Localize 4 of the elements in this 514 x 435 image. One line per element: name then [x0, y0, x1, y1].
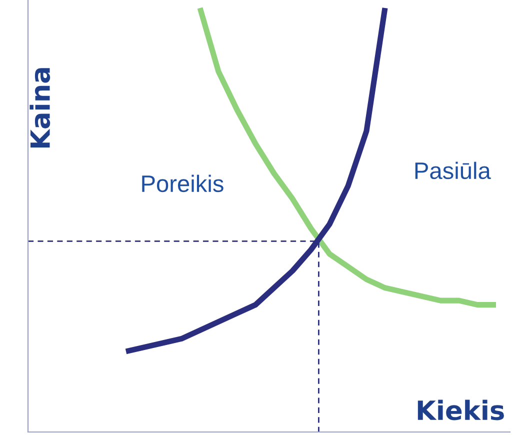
series-label: Poreikis [142, 174, 224, 192]
y-axis-title: Kaina [30, 68, 50, 148]
text: Pasiūla [415, 162, 491, 180]
x-axis-title: Kiekis [418, 400, 504, 420]
